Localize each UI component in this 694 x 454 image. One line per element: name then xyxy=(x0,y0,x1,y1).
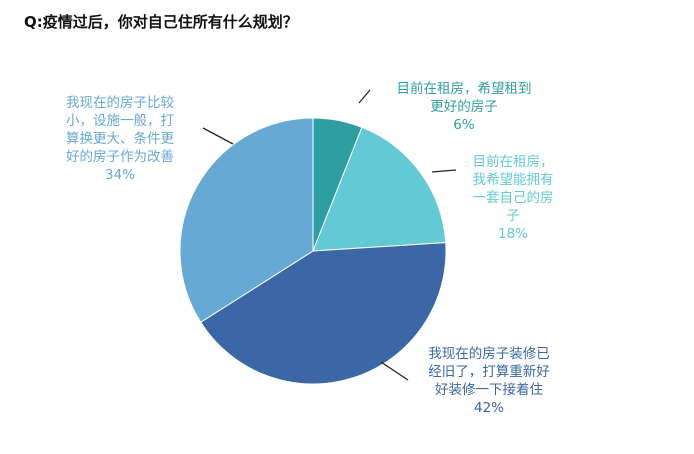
leader-line-2 xyxy=(431,169,457,173)
slice-label-1: 目前在租房，希望租到更好的房子 6% xyxy=(397,80,532,133)
leader-line-3 xyxy=(380,361,409,381)
pie-slice-3 xyxy=(200,242,447,385)
pie-slice-2 xyxy=(312,126,447,252)
slice-label-3: 我现在的房子装修已经旧了，打算重新好好装修一下接着住 42% xyxy=(428,346,550,416)
pie-slice-4 xyxy=(179,117,314,323)
slice-label-2: 目前在租房，我希望能拥有一套自己的房子 18% xyxy=(473,153,554,242)
chart-title: Q:疫情过后，你对自己住所有什么规划？ xyxy=(24,13,298,31)
slice-label-4: 我现在的房子比较小，设施一般，打算换更大、条件更好的房子作为改善 34% xyxy=(66,95,174,183)
leader-line-1 xyxy=(358,89,371,104)
leader-line-4 xyxy=(202,127,234,145)
